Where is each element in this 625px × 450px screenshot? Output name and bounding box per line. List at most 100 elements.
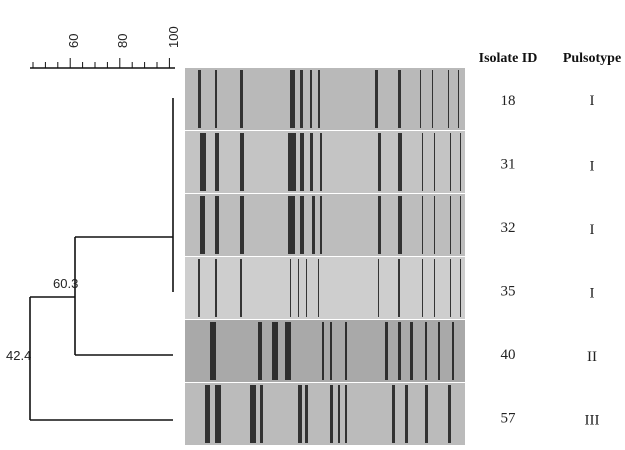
gel-band xyxy=(290,259,291,317)
table-rows: 18I31I32I35I40II57III xyxy=(501,93,600,429)
scale-ticks xyxy=(33,58,169,68)
node-label: 60.3 xyxy=(53,276,78,291)
gel-band xyxy=(420,70,421,128)
gel-band xyxy=(288,133,296,191)
gel-band xyxy=(378,196,381,254)
gel-band xyxy=(375,70,378,128)
gel-band xyxy=(320,133,322,191)
isolate-id: 18 xyxy=(501,93,516,109)
pulsotype: II xyxy=(587,349,597,365)
gel-lane xyxy=(185,383,465,445)
pulsotype: I xyxy=(590,222,595,238)
gel-band xyxy=(300,70,303,128)
gel-band xyxy=(398,322,401,380)
pulsotype: I xyxy=(590,286,595,302)
dendrogram xyxy=(30,68,175,420)
gel-band xyxy=(198,259,200,317)
gel-band xyxy=(330,322,332,380)
gel-image xyxy=(185,68,465,445)
gel-band xyxy=(200,133,206,191)
gel-band xyxy=(460,259,461,317)
scale-label: 100 xyxy=(166,26,181,48)
isolate-id: 32 xyxy=(501,220,516,236)
gel-band xyxy=(320,196,322,254)
gel-band xyxy=(318,259,319,317)
gel-band xyxy=(448,70,449,128)
figure: 60 80 100 60.3 42.4 Isolate ID Pulsotype… xyxy=(0,0,625,450)
scale-label: 60 xyxy=(66,34,81,48)
gel-band xyxy=(240,70,243,128)
pulsotype: I xyxy=(590,159,595,175)
gel-band xyxy=(345,385,347,443)
gel-band xyxy=(434,196,435,254)
gel-band xyxy=(310,133,313,191)
gel-band xyxy=(438,322,440,380)
gel-band xyxy=(318,70,320,128)
gel-band xyxy=(306,259,307,317)
gel-band xyxy=(300,133,304,191)
gel-band xyxy=(240,259,242,317)
gel-band xyxy=(345,322,347,380)
gel-band xyxy=(458,70,459,128)
gel-band xyxy=(460,133,461,191)
column-header: Isolate ID xyxy=(479,51,538,66)
gel-band xyxy=(215,259,217,317)
gel-band xyxy=(312,196,315,254)
gel-band xyxy=(450,196,451,254)
scale-label: 80 xyxy=(115,34,130,48)
gel-band xyxy=(392,385,395,443)
isolate-id: 40 xyxy=(501,347,516,363)
gel-band xyxy=(250,385,256,443)
gel-band xyxy=(215,70,217,128)
gel-band xyxy=(240,196,244,254)
gel-band xyxy=(215,385,221,443)
gel-band xyxy=(285,322,291,380)
gel-band xyxy=(405,385,408,443)
gel-band xyxy=(425,322,427,380)
gel-band xyxy=(290,70,295,128)
gel-band xyxy=(432,70,433,128)
gel-band xyxy=(298,385,302,443)
gel-band xyxy=(305,385,308,443)
gel-band xyxy=(288,196,295,254)
gel-band xyxy=(210,322,216,380)
isolate-id: 57 xyxy=(501,411,517,427)
gel-band xyxy=(448,385,451,443)
gel-band xyxy=(434,259,435,317)
isolate-id: 35 xyxy=(501,284,516,300)
gel-band xyxy=(260,385,263,443)
gel-band xyxy=(398,196,402,254)
gel-band xyxy=(240,133,244,191)
gel-band xyxy=(450,133,451,191)
gel-band xyxy=(434,133,435,191)
gel-band xyxy=(338,385,340,443)
gel-band xyxy=(422,133,423,191)
gel-band xyxy=(200,196,205,254)
gel-lane xyxy=(185,320,465,382)
gel-lane xyxy=(185,68,465,130)
column-header: Pulsotype xyxy=(563,51,621,66)
gel-band xyxy=(215,133,219,191)
gel-band xyxy=(322,322,324,380)
gel-band xyxy=(398,133,402,191)
gel-band xyxy=(425,385,428,443)
gel-band xyxy=(258,322,262,380)
gel-band xyxy=(272,322,278,380)
pulsotype: III xyxy=(585,413,600,429)
node-label: 42.4 xyxy=(6,348,31,363)
gel-band xyxy=(422,259,423,317)
gel-band xyxy=(378,133,381,191)
pulsotype: I xyxy=(590,93,595,109)
gel-band xyxy=(422,196,423,254)
gel-band xyxy=(398,259,400,317)
gel-band xyxy=(300,196,304,254)
gel-band xyxy=(298,259,299,317)
gel-band xyxy=(215,196,219,254)
gel-band xyxy=(378,259,379,317)
gel-band xyxy=(310,70,312,128)
gel-band xyxy=(205,385,210,443)
gel-band xyxy=(460,196,461,254)
gel-band xyxy=(198,70,201,128)
gel-band xyxy=(452,322,454,380)
gel-band xyxy=(450,259,451,317)
